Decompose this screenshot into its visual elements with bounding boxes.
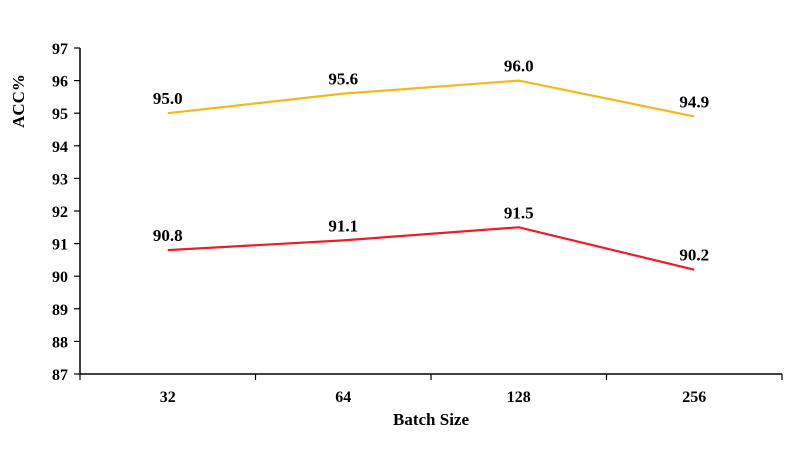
series-layer — [167, 79, 695, 271]
y-tick-label: 95 — [52, 106, 68, 123]
y-tick-label: 91 — [52, 237, 68, 254]
data-label: 90.8 — [153, 226, 183, 245]
y-tick-label: 90 — [52, 269, 68, 286]
x-tick-label: 64 — [335, 389, 351, 406]
data-label: 91.5 — [504, 203, 534, 222]
data-label: 95.0 — [153, 89, 183, 108]
axes: 87 88 89 90 91 92 93 94 95 96 97 32 64 128 256 — [52, 41, 783, 406]
y-tick-label: 92 — [52, 204, 68, 221]
data-label: 96.0 — [504, 57, 534, 76]
y-tick-label: 87 — [52, 367, 68, 384]
y-tick-label: 93 — [52, 171, 68, 188]
y-tick-label: 89 — [52, 302, 68, 319]
x-tick-label: 256 — [682, 389, 706, 406]
x-axis-title: Batch Size — [393, 410, 469, 429]
y-tick-label: 94 — [52, 139, 68, 156]
data-label: 91.1 — [328, 216, 358, 235]
y-tick-label: 97 — [52, 41, 68, 58]
data-label: 95.6 — [328, 70, 358, 89]
series-line-lower — [167, 226, 695, 271]
data-label: 94.9 — [679, 92, 709, 111]
y-tick-label: 88 — [52, 334, 68, 351]
x-tick-label: 32 — [160, 389, 176, 406]
series-line-upper — [167, 79, 695, 118]
data-labels-layer: 95.0 95.6 96.0 94.9 90.8 91.1 91.5 90.2 — [153, 57, 709, 265]
x-tick-label: 128 — [507, 389, 531, 406]
data-label: 90.2 — [679, 246, 709, 265]
y-axis-title: ACC% — [9, 74, 28, 128]
y-tick-label: 96 — [52, 74, 68, 91]
